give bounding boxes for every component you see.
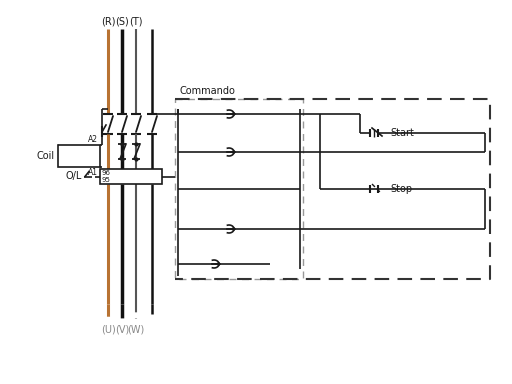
Text: (T): (T) <box>129 16 143 26</box>
Text: Commando: Commando <box>180 86 236 96</box>
Bar <box>100 169 162 184</box>
Text: Stop: Stop <box>390 184 412 194</box>
Text: (V): (V) <box>115 324 129 334</box>
Text: Coil: Coil <box>37 151 55 161</box>
Text: 96: 96 <box>102 170 111 176</box>
Text: (W): (W) <box>127 324 144 334</box>
Text: Start: Start <box>390 128 414 138</box>
Text: A1: A1 <box>88 168 98 177</box>
Text: A2: A2 <box>88 135 98 144</box>
Text: 95: 95 <box>102 177 111 183</box>
Bar <box>58 145 100 167</box>
Text: O/L: O/L <box>66 172 82 182</box>
Text: (S): (S) <box>115 16 129 26</box>
Text: (R): (R) <box>101 16 115 26</box>
Text: (U): (U) <box>101 324 115 334</box>
